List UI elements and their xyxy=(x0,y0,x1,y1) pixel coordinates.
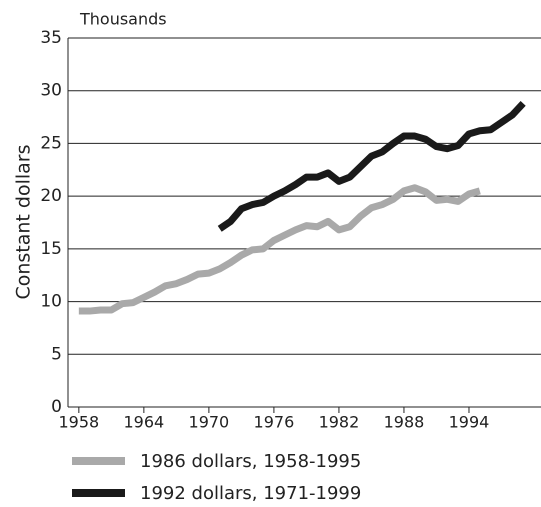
y-tick-label: 5 xyxy=(51,344,62,364)
y-tick-label: 15 xyxy=(40,239,62,259)
series-line xyxy=(217,100,526,232)
legend-label: 1992 dollars, 1971-1999 xyxy=(140,483,361,504)
y-tick-label: 30 xyxy=(40,81,62,101)
legend-label: 1986 dollars, 1958-1995 xyxy=(140,451,361,472)
y-axis-label: Constant dollars xyxy=(13,144,35,299)
x-tick-label: 1970 xyxy=(189,413,230,432)
x-tick-label: 1994 xyxy=(449,413,490,432)
y-tick-label: 25 xyxy=(40,133,62,153)
annotation: Thousands xyxy=(79,10,167,29)
x-tick-label: 1976 xyxy=(254,413,295,432)
x-tick-label: 1988 xyxy=(384,413,425,432)
x-tick-label: 1958 xyxy=(58,413,99,432)
y-tick-label: 0 xyxy=(51,397,62,417)
y-tick-label: 20 xyxy=(40,186,62,206)
x-tick-label: 1964 xyxy=(124,413,165,432)
y-tick-label: 35 xyxy=(40,28,62,48)
x-tick-label: 1982 xyxy=(319,413,360,432)
y-tick-label: 10 xyxy=(40,292,62,312)
series-line xyxy=(78,184,481,315)
